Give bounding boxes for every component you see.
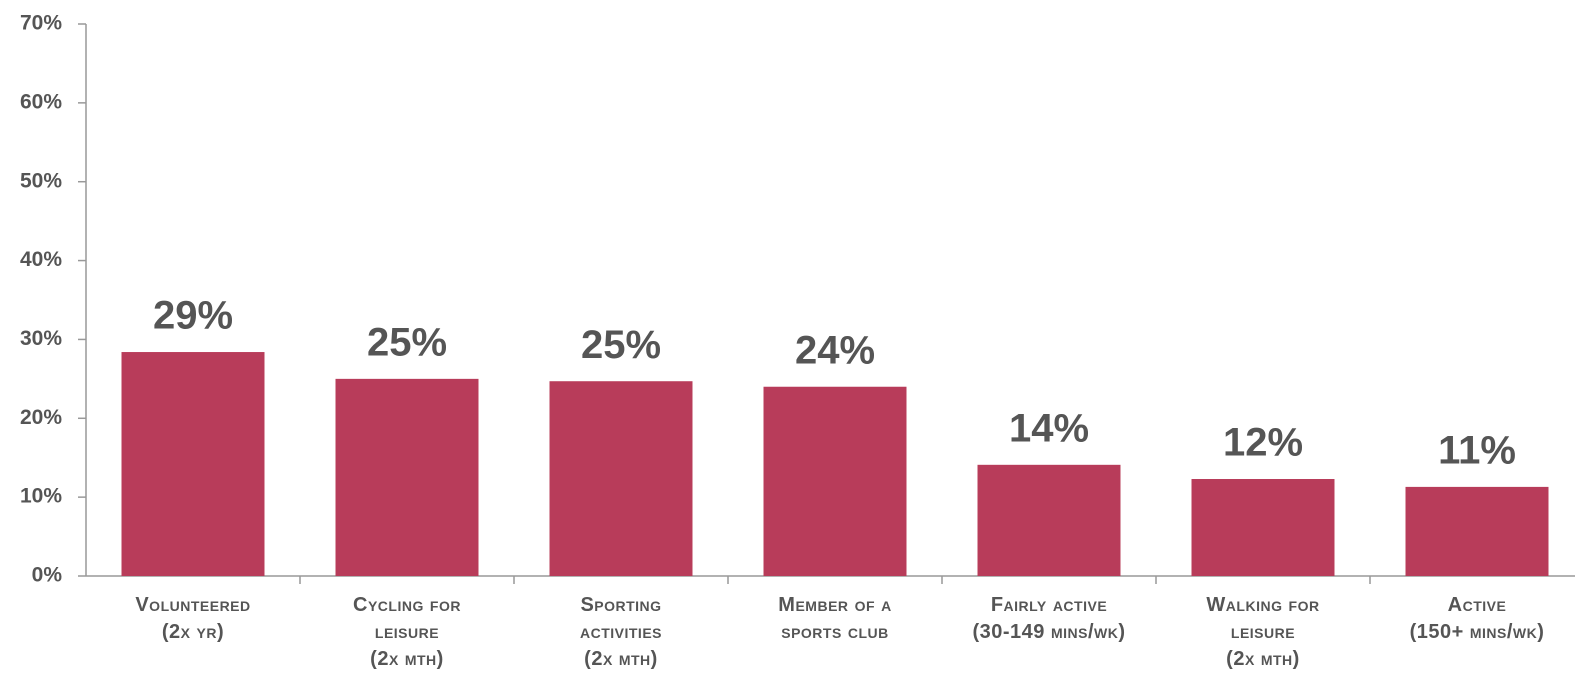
y-tick-label: 20% — [20, 406, 62, 429]
value-label: 25% — [367, 320, 447, 364]
x-tick-label: Active (150+ mins/wk) — [1409, 594, 1545, 643]
value-label: 11% — [1438, 428, 1516, 472]
x-tick-label: Fairly active (30-149 mins/wk) — [972, 594, 1126, 643]
bar — [1405, 486, 1549, 576]
y-tick-label: 50% — [20, 169, 62, 192]
value-label: 14% — [1009, 406, 1089, 450]
x-tick-label: Member of a sports club — [778, 594, 892, 643]
y-tick-label: 0% — [32, 564, 63, 587]
bar — [549, 381, 693, 576]
bar — [977, 464, 1121, 576]
value-label: 12% — [1223, 421, 1303, 465]
bar — [335, 378, 479, 576]
y-tick-label: 40% — [20, 248, 62, 271]
y-tick-label: 70% — [20, 12, 62, 35]
value-label: 25% — [581, 323, 661, 367]
bar — [1191, 479, 1335, 576]
x-tick-label: Sporting activities (2x mth) — [579, 594, 662, 670]
value-label: 29% — [153, 294, 233, 338]
value-label: 24% — [795, 328, 875, 372]
y-tick-label: 10% — [20, 485, 62, 508]
y-tick-label: 60% — [20, 90, 62, 113]
bar — [121, 352, 265, 576]
x-tick-label: Walking for leisure (2x mth) — [1206, 594, 1320, 670]
x-tick-label: Cycling for leisure (2x mth) — [353, 594, 461, 670]
bar — [763, 386, 907, 576]
x-tick-label: Volunteered (2x yr) — [135, 594, 251, 643]
y-tick-label: 30% — [20, 327, 62, 350]
